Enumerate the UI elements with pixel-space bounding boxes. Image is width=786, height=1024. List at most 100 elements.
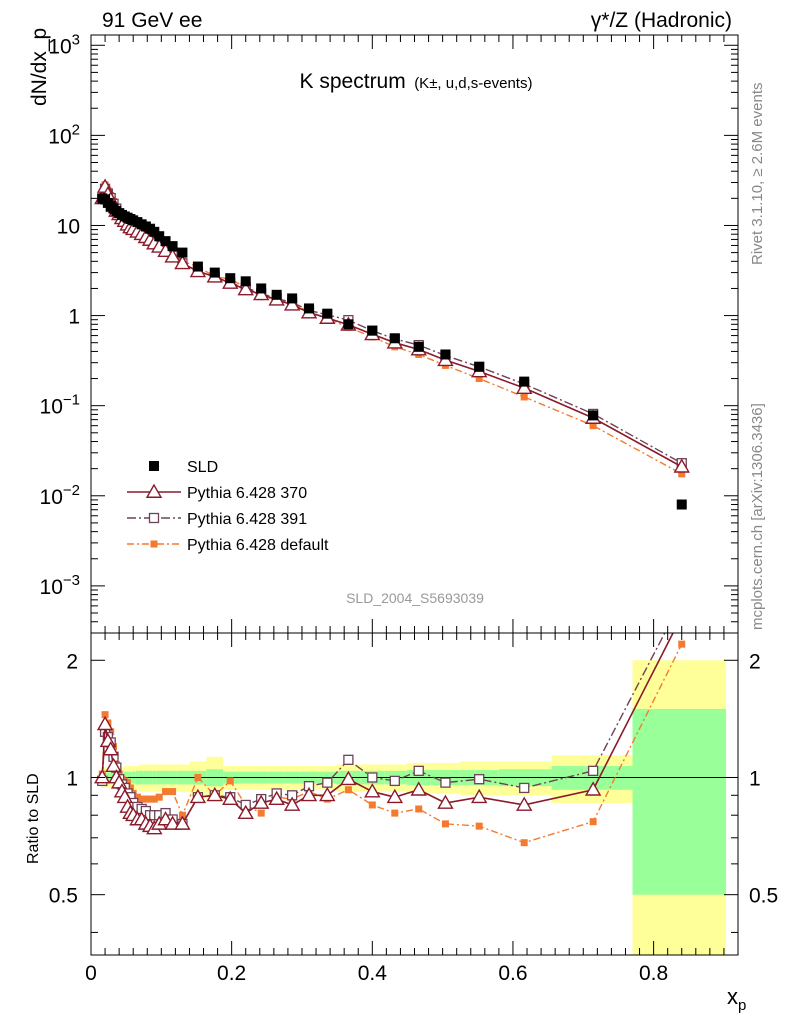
legend-marker-data [149, 461, 159, 471]
ratio-point-pdef [589, 818, 597, 826]
legend-label-p391: Pythia 6.428 391 [187, 511, 307, 528]
rivet-label: Rivet 3.1.10, ≥ 2.6M events [749, 83, 766, 266]
ratio-point-p391 [587, 765, 599, 776]
main-ylabel: dN/dx_p [28, 28, 51, 106]
legend-marker-pdef [150, 540, 158, 548]
ratio-data-layer [94, 609, 689, 847]
main-ytick-label: 10 [57, 215, 80, 238]
ratio-point-pdef [101, 711, 109, 719]
ratio-point-p370 [268, 790, 285, 806]
main-point-data [154, 231, 165, 242]
main-point-pdef [589, 422, 597, 430]
main-point-data [256, 283, 267, 294]
ratio-point-p370 [252, 794, 270, 809]
ratio-point-p370 [94, 769, 111, 784]
legend: SLD Pythia 6.428 370 Pythia 6.428 391 Pythi… [127, 459, 329, 554]
main-ytick-label: 102 [48, 121, 80, 148]
xtick-label: 0.4 [358, 962, 388, 985]
main-ytick-base: 10 [40, 486, 63, 509]
legend-entry-data: SLD [149, 459, 218, 476]
ratio-ytick-label-right: 2 [749, 650, 761, 673]
ratio-point-p391 [413, 765, 424, 776]
ratio-point-p391 [389, 775, 400, 787]
ratio-point-pdef [344, 786, 352, 794]
main-point-data [209, 267, 220, 278]
band-green [632, 708, 727, 895]
main-point-data [389, 333, 400, 344]
ratio-point-p370 [386, 788, 404, 804]
main-series-data [97, 193, 687, 510]
main-ytick-base: 1 [68, 306, 80, 329]
ratio-point-p370 [675, 609, 689, 621]
ratio-point-p391 [367, 772, 378, 783]
main-ytick-label: 10−2 [40, 482, 80, 509]
ratio-point-p370 [516, 796, 533, 811]
main-ytick-base: 10 [48, 125, 71, 148]
ratio-ytick-label-left: 2 [66, 650, 78, 673]
ratio-band-layer [100, 660, 727, 955]
ratio-point-p370 [116, 788, 133, 804]
main-ytick-base: 10 [40, 576, 63, 599]
main-point-data [167, 241, 178, 252]
xtick-label: 0.6 [498, 962, 527, 985]
ratio-point-p391 [343, 754, 354, 765]
main-ytick-exp: −3 [63, 572, 80, 589]
ratio-point-pdef [441, 820, 449, 828]
legend-label-pdef: Pythia 6.428 default [187, 537, 329, 554]
main-series-p391 [97, 183, 687, 469]
ratio-point-pdef [124, 779, 132, 787]
main-ytick-exp: −2 [63, 482, 80, 499]
ratio-point-pdef [155, 793, 163, 801]
ratio-point-pdef [178, 811, 186, 819]
ratio-point-pdef [257, 809, 265, 817]
main-data-layer [94, 178, 690, 510]
main-ytick-label: 10−3 [40, 572, 80, 599]
main-point-data [177, 247, 188, 258]
main-point-data [676, 499, 687, 510]
ratio-series-p370 [94, 609, 689, 835]
ratio-point-p370 [410, 781, 427, 796]
ratio-point-p370 [96, 715, 114, 731]
main-ytick-base: 10 [57, 215, 80, 238]
ratio-ytick-label-left: 1 [66, 767, 78, 790]
legend-label-data: SLD [187, 459, 218, 476]
main-point-p370 [283, 296, 301, 311]
ratio-point-pdef [126, 784, 134, 792]
ratio-ticks: 0.5 0.5 1 1 2 2 0 0.2 0.4 0.6 0.8 [49, 633, 778, 985]
ratio-point-pdef [368, 801, 376, 809]
legend-marker-p391 [148, 512, 160, 524]
main-point-data [519, 376, 530, 387]
ratio-ylabel: Ratio to SLD [25, 773, 42, 864]
xtick-label: 0 [85, 962, 97, 985]
ratio-ytick-label-right: 0.5 [749, 885, 778, 908]
ratio-point-p370 [222, 790, 239, 806]
main-point-data [343, 319, 354, 330]
main-ytick-base: 10 [48, 35, 71, 58]
main-ytick-label: 1 [68, 306, 80, 329]
main-point-data [588, 410, 599, 421]
main-point-p370 [164, 248, 181, 263]
main-point-data [413, 341, 424, 352]
main-ytick-label: 103 [48, 31, 80, 58]
main-point-data [367, 325, 378, 336]
main-title: K spectrum (K±, u,d,s-events) [300, 70, 533, 93]
ratio-point-pdef [520, 839, 528, 847]
ratio-point-pdef [391, 809, 399, 817]
main-point-pdef [520, 393, 528, 401]
ratio-point-p370 [174, 815, 191, 830]
main-ytick-exp: 2 [72, 121, 80, 138]
watermark: SLD_2004_S5693039 [346, 590, 484, 606]
ratio-point-p370 [189, 788, 207, 804]
main-point-pdef [678, 470, 686, 478]
ratio-point-p370 [164, 815, 181, 830]
ratio-point-pdef [226, 777, 234, 785]
main-point-data [271, 289, 282, 300]
main-point-p370 [237, 281, 254, 296]
legend-label-p370: Pythia 6.428 370 [187, 485, 307, 502]
legend-marker-p370 [145, 483, 163, 498]
ratio-point-p370 [105, 757, 122, 772]
main-point-data [304, 303, 315, 314]
legend-entry-p370: Pythia 6.428 370 [127, 483, 307, 502]
